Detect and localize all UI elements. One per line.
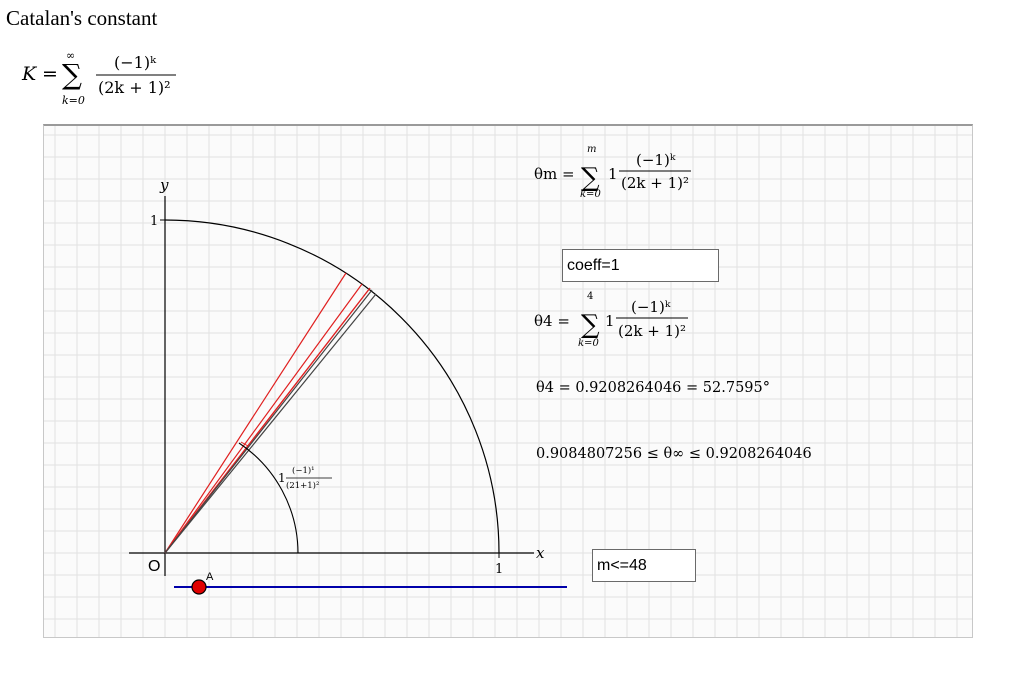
- svg-text:1: 1: [278, 471, 286, 485]
- svg-text:1: 1: [608, 165, 618, 183]
- formula-denominator: (2k + 1)²: [98, 78, 171, 97]
- coeff-input[interactable]: coeff=1: [562, 249, 719, 282]
- theta-4-formula: θ4 = 4 ∑ k=0 1 (−1)ᵏ (2k + 1)²: [534, 291, 688, 349]
- angle-label: 1 (−1)¹ (21+1)²: [278, 465, 332, 491]
- theta-bounds: 0.9084807256 ≤ θ∞ ≤ 0.9208264046: [536, 446, 812, 462]
- x-axis-label: x: [536, 544, 545, 562]
- svg-text:m: m: [587, 144, 596, 155]
- formula-lhs: K: [21, 63, 38, 85]
- red-connector: [240, 441, 249, 447]
- svg-text:k=0: k=0: [580, 189, 601, 200]
- dark-ray-2: [164, 293, 377, 554]
- svg-text:(−1)ᵏ: (−1)ᵏ: [636, 151, 676, 169]
- svg-text:(−1)¹: (−1)¹: [292, 465, 315, 476]
- svg-text:(−1)ᵏ: (−1)ᵏ: [631, 298, 671, 316]
- m-input[interactable]: m<=48: [592, 549, 696, 582]
- origin-label: O: [148, 558, 160, 575]
- theta-m-formula: θm = m ∑ k=0 1 (−1)ᵏ (2k + 1)²: [534, 144, 691, 200]
- geogebra-applet[interactable]: x y O 1 1 1 (−1)¹ (21+1)² A θm = m ∑: [43, 124, 973, 638]
- svg-text:(2k + 1)²: (2k + 1)²: [618, 322, 686, 340]
- y-axis-label: y: [159, 176, 169, 194]
- sum-top: ∞: [66, 49, 75, 62]
- svg-text:(2k + 1)²: (2k + 1)²: [621, 174, 689, 192]
- svg-text:θm =: θm =: [534, 165, 575, 183]
- y-tick-label: 1: [150, 214, 158, 229]
- svg-text:θ4 =: θ4 =: [534, 312, 570, 330]
- sigma-symbol: ∑: [62, 58, 82, 91]
- angle-arc: [238, 442, 299, 554]
- svg-text:k=0: k=0: [578, 338, 599, 349]
- x-tick-label: 1: [495, 562, 503, 577]
- svg-text:(21+1)²: (21+1)²: [286, 480, 319, 491]
- svg-text:∑: ∑: [581, 163, 600, 193]
- slider-point-a[interactable]: [191, 579, 207, 595]
- formula-eq: =: [42, 63, 58, 85]
- theta-4-value: θ4 = 0.9208264046 = 52.7595°: [536, 380, 770, 396]
- grid-lines: [44, 126, 972, 637]
- catalan-formula: K = ∞ ∑ k=0 (−1)ᵏ (2k + 1)²: [21, 49, 176, 107]
- red-ray-1: [164, 272, 347, 554]
- red-ray-2: [164, 283, 363, 554]
- page-title: Catalan's constant: [6, 6, 158, 30]
- svg-text:∑: ∑: [581, 310, 600, 340]
- applet-canvas[interactable]: x y O 1 1 1 (−1)¹ (21+1)² A θm = m ∑: [44, 126, 973, 638]
- formula-numerator: (−1)ᵏ: [114, 53, 157, 72]
- slider-point-label: A: [206, 571, 214, 583]
- svg-text:4: 4: [587, 291, 593, 302]
- dark-ray-1: [164, 289, 373, 554]
- sum-bottom: k=0: [62, 94, 85, 107]
- svg-text:1: 1: [605, 312, 615, 330]
- unit-arc: [164, 219, 500, 554]
